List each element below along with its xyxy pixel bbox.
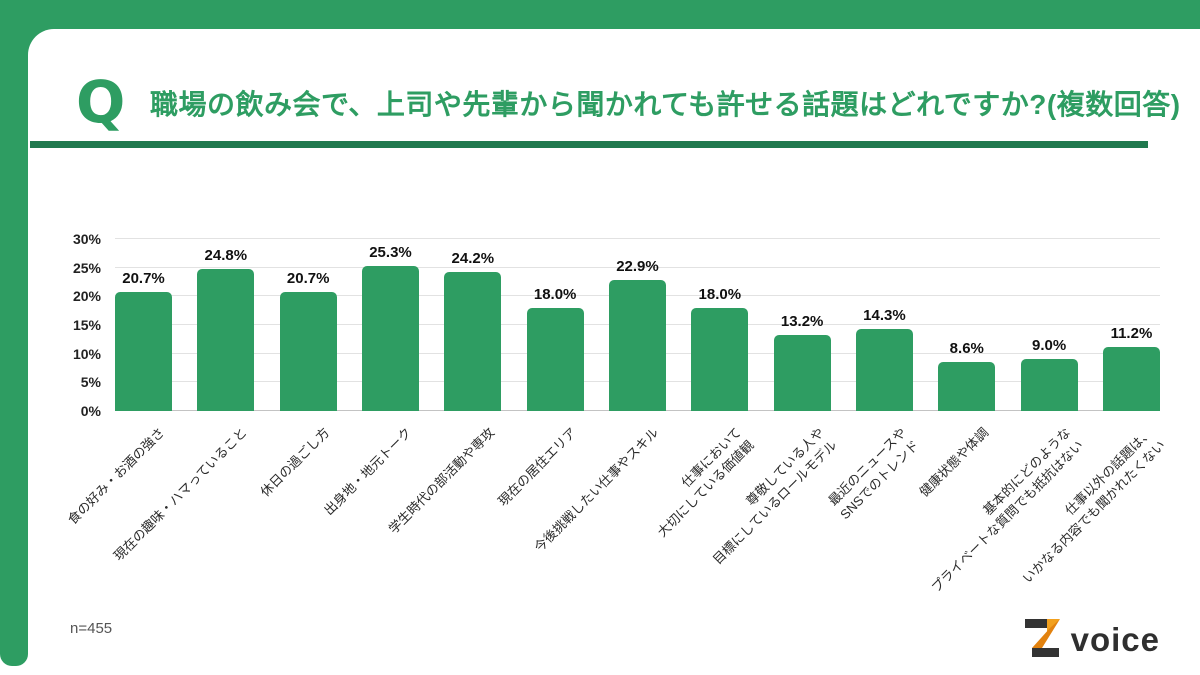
- bar-value-label: 18.0%: [698, 285, 742, 303]
- bar: [1102, 346, 1160, 411]
- bar-value-label: 9.0%: [1032, 337, 1067, 355]
- bar-value-label: 25.3%: [369, 243, 412, 261]
- bar-value-label: 11.2%: [1110, 324, 1153, 342]
- bar-value-label: 14.3%: [863, 307, 906, 325]
- bar-group: 9.0% 基本的にどのような プライベートな質問でも抵抗はない: [928, 239, 1086, 594]
- bar: [691, 307, 749, 411]
- category-label: 現在の居住エリア: [495, 424, 580, 509]
- page-title: 職場の飲み会で、上司や先輩から聞かれても許せる話題はどれですか?(複数回答): [150, 89, 1181, 120]
- bars-row: 20.7% 食の好み・お酒の強さ 24.8% 現在の趣味・ハマっていること 20.7% 休…: [65, 239, 1169, 595]
- brand-z-icon: [1024, 619, 1060, 657]
- bar-group: 20.7% 食の好み・お酒の強さ: [65, 239, 172, 527]
- bar-value-label: 22.9%: [616, 257, 659, 275]
- bar-group: 20.7% 休日の過ごし方: [258, 239, 337, 500]
- y-tick-label: 15%: [72, 317, 101, 333]
- content-card: Q 職場の飲み会で、上司や先輩から聞かれても許せる話題はどれですか?(複数回答)…: [28, 29, 1200, 675]
- bar-value-label: 18.0%: [533, 285, 577, 303]
- brand-name: voice: [1070, 621, 1160, 658]
- bar-group: 13.2% 尊敬している人や 目標にしているロールモデル: [709, 239, 839, 567]
- bar-group: 25.3% 出身地・地元トーク: [321, 239, 419, 518]
- bar-value-label: 20.7%: [286, 270, 330, 288]
- brand-logo: voice: [1023, 615, 1160, 657]
- bar: [361, 265, 419, 411]
- bar-value-label: 8.6%: [949, 339, 984, 357]
- left-green-band: [0, 0, 28, 666]
- question-q-logo: Q: [76, 68, 126, 136]
- bar-group: 11.2% 仕事以外の話題は、 いかなる内容でも聞かれたくない: [1020, 239, 1169, 586]
- y-axis-tick-labels: 0% 5% 10% 15% 20% 25% 30%: [28, 232, 108, 418]
- gridline: [115, 238, 1160, 239]
- category-label: 休日の過ごし方: [257, 424, 333, 500]
- bar-value-label: 20.7%: [122, 270, 165, 288]
- bar: [526, 307, 584, 411]
- bar: [938, 361, 996, 411]
- bar: [608, 279, 666, 411]
- bar-group: 22.9% 今後挑戦したい仕事やスキル: [532, 239, 666, 555]
- category-label: 出身地・地元トーク: [321, 424, 415, 519]
- category-label: 現在の趣味・ハマっていること: [111, 424, 251, 564]
- bar-value-label: 13.2%: [780, 313, 824, 331]
- bar: [197, 268, 255, 411]
- y-tick-label: 30%: [72, 231, 101, 247]
- bar: [115, 292, 172, 411]
- category-label: 最近のニュースや SNSでのトレンド: [825, 424, 922, 522]
- y-tick-label: 20%: [72, 288, 101, 305]
- y-tick-label: 25%: [72, 259, 101, 276]
- gridline: [115, 266, 1160, 268]
- title-underline: [30, 141, 1148, 148]
- bar-group: 18.0% 現在の居住エリア: [495, 239, 584, 509]
- y-tick-label: 5%: [80, 374, 101, 391]
- bar-value-label: 24.8%: [204, 246, 248, 264]
- bar: [1020, 359, 1078, 411]
- category-label: 健康状態や体調: [916, 424, 992, 500]
- bar-group: 24.2% 学生時代の部活動や専攻: [385, 239, 502, 536]
- sample-size-label: n=455: [70, 620, 113, 637]
- bar: [444, 272, 502, 411]
- bar: [773, 335, 831, 411]
- bar-group: 8.6% 健康状態や体調: [916, 239, 996, 500]
- bar-group: 18.0% 仕事において 大切にしている価値観: [654, 239, 756, 540]
- y-tick-label: 0%: [80, 403, 101, 419]
- bar: [855, 329, 913, 411]
- bar-group: 14.3% 最近のニュースや SNSでのトレンド: [825, 239, 921, 522]
- bar-chart-plot-area: 20.7% 食の好み・お酒の強さ 24.8% 現在の趣味・ハマっていること 20.7% 休…: [65, 238, 1169, 595]
- y-tick-label: 10%: [72, 345, 101, 362]
- top-green-band: [0, 0, 1200, 29]
- category-label: 仕事以外の話題は、 いかなる内容でも聞かれたくない: [1019, 424, 1169, 586]
- bar: [279, 292, 337, 411]
- bar-value-label: 24.2%: [451, 250, 495, 268]
- bar-group: 24.8% 現在の趣味・ハマっていること: [111, 239, 255, 564]
